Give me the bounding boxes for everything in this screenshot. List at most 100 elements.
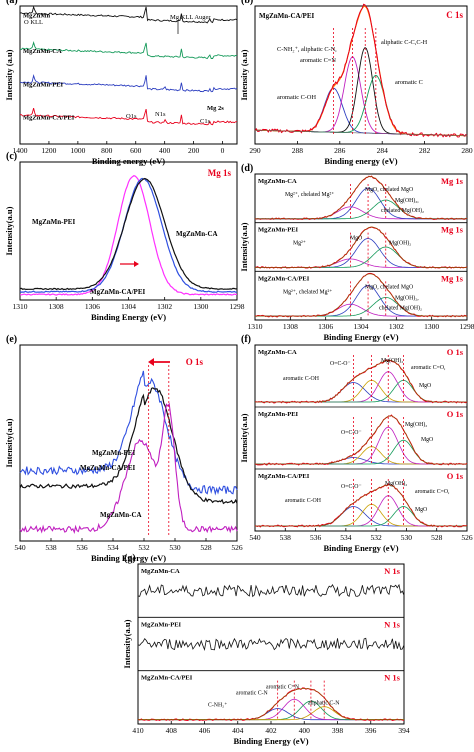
annotation-label: Mg 2s [207, 105, 224, 112]
sample-label: MgZnMn-CA [141, 568, 180, 575]
region-tag: Mg 1s [208, 168, 232, 178]
envelope-line [255, 484, 467, 527]
x-tick-label: 1302 [157, 302, 172, 311]
panel-letter: (c) [6, 151, 17, 162]
annotation-label: Mg(OH)₂ [385, 480, 407, 487]
x-tick-label: 534 [107, 543, 119, 552]
survey-spectrum-line [19, 5, 238, 24]
measured-spectrum-line [137, 687, 405, 722]
fit-component-line [255, 303, 467, 317]
x-tick-label: 1302 [389, 322, 404, 331]
annotation-label: aromatic C-OH [283, 376, 320, 382]
annotation-label: C-NH₂⁺ [208, 702, 227, 709]
x-tick-label: 1306 [85, 302, 100, 311]
annotation-label: N1s [155, 111, 166, 118]
annotation-label: Mg²⁺ [293, 240, 306, 247]
region-tag: Mg 1s [441, 176, 464, 186]
series-label: MgZnMn-PEI [92, 449, 135, 457]
annotation-label: aromatic C=N [266, 685, 300, 691]
spectrum-line-pei [19, 387, 238, 505]
annotation-label: aromatic C-N [236, 691, 269, 697]
x-tick-label: 538 [280, 533, 292, 542]
x-tick-label: 1400 [13, 146, 28, 155]
x-tick-label: 1306 [318, 322, 333, 331]
survey-spectrum-line [19, 41, 238, 60]
noise-spectrum-line [137, 637, 405, 652]
fit-component-line [255, 47, 467, 137]
fit-component-line [255, 199, 467, 220]
fit-component-line [255, 238, 467, 268]
y-axis-label: Intensity(a.u) [4, 206, 14, 255]
x-tick-label: 282 [419, 146, 431, 155]
fit-component-line [255, 379, 467, 403]
x-tick-label: 536 [310, 533, 322, 542]
x-tick-label: 1304 [354, 322, 369, 331]
annotation-label: O=C-O⁻ [330, 361, 351, 367]
x-tick-label: 1304 [121, 302, 136, 311]
region-tag: Mg 1s [441, 273, 464, 283]
plot-frame [19, 344, 238, 542]
region-tag: O 1s [186, 357, 204, 367]
fit-component-line [255, 379, 467, 403]
x-axis-label: Binding Energy (eV) [323, 332, 398, 342]
series-label: MgZnMn-CA [100, 511, 142, 519]
sample-label: MgZnMn-CA [258, 178, 297, 185]
survey-spectrum-line [20, 107, 238, 126]
annotation-label: O1s [126, 113, 137, 120]
annotation-label: O=C-O⁻ [341, 430, 362, 436]
x-tick-label: 396 [365, 726, 377, 735]
x-tick-label: 534 [340, 533, 352, 542]
panel-letter: (e) [6, 334, 17, 345]
panel-letter: (a) [6, 0, 18, 6]
x-tick-label: 530 [169, 543, 181, 552]
x-tick-label: 800 [101, 146, 113, 155]
annotation-label: aliphatic C-N [308, 701, 340, 707]
x-tick-label: 1000 [70, 146, 85, 155]
annotation-label: O KLL [24, 19, 43, 26]
annotation-label: C-NH₂⁺, aliphatic C-N, [277, 46, 337, 53]
fit-component-line [255, 258, 467, 268]
x-tick-label: 280 [461, 146, 473, 155]
annotation-label: chelated Mg(OH)₂ [379, 304, 422, 311]
annotation-label: aromatic C-OH [277, 94, 316, 101]
plot-frame [19, 5, 238, 145]
shift-arrow-head [148, 358, 154, 366]
envelope-line [255, 415, 467, 465]
x-tick-label: 286 [334, 146, 346, 155]
x-tick-label: 540 [249, 533, 261, 542]
fit-component-line [255, 503, 467, 527]
annotation-label: aromatic C=O, [415, 489, 450, 495]
fit-component-line [255, 74, 467, 137]
x-tick-label: 400 [299, 726, 311, 735]
envelope-line [138, 688, 404, 720]
x-axis-label: Binding Energy (eV) [323, 543, 398, 553]
sample-label: MgZnMn-CA [258, 349, 297, 356]
y-axis-label: Intensity (a.u) [239, 49, 249, 100]
annotation-label: Mg(OH)₂, [395, 294, 419, 301]
x-tick-label: 402 [265, 726, 277, 735]
annotation-label: MgO, chelated MgO [365, 284, 413, 290]
panel-letter: (d) [241, 163, 253, 174]
fit-component-line [255, 297, 467, 317]
y-axis-label: Intensity(a.u) [239, 413, 249, 462]
x-tick-label: 526 [231, 543, 243, 552]
x-tick-label: 1310 [248, 322, 263, 331]
fit-component-line [255, 382, 467, 403]
x-tick-label: 284 [377, 146, 389, 155]
fit-component-line [255, 206, 467, 220]
x-tick-label: 536 [76, 543, 88, 552]
series-label: MgZnMn [23, 12, 50, 19]
annotation-label: MgO [415, 507, 427, 513]
x-tick-label: 1300 [193, 302, 208, 311]
x-tick-label: 200 [188, 146, 200, 155]
x-axis-label: Binding energy (eV) [92, 156, 165, 166]
annotation-label: Mg KLL Auger [170, 14, 211, 21]
envelope-line [255, 359, 467, 403]
x-tick-label: 530 [401, 533, 413, 542]
fit-component-line [255, 439, 467, 465]
region-tag: O 1s [447, 347, 464, 357]
series-label: MgZnMn-CA [176, 230, 218, 238]
x-tick-label: 540 [14, 543, 26, 552]
spectrum-line-ca [19, 402, 238, 534]
